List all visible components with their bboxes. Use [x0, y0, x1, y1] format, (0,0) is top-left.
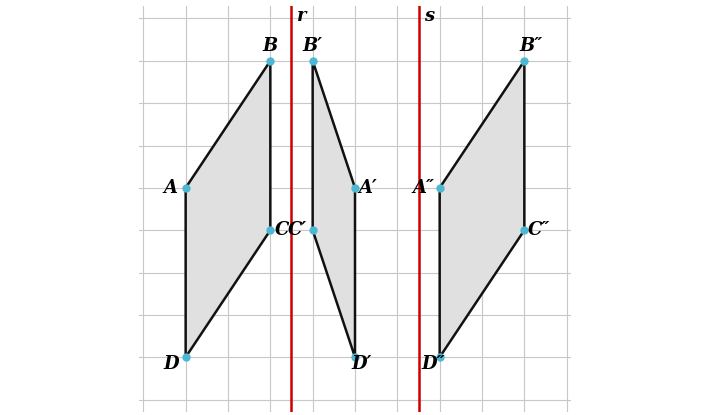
Text: r: r — [297, 7, 306, 25]
Text: D′: D′ — [351, 354, 371, 373]
Text: B″: B″ — [519, 37, 542, 55]
Text: A: A — [164, 179, 178, 197]
Polygon shape — [185, 61, 271, 357]
Text: s: s — [424, 7, 434, 25]
Polygon shape — [312, 61, 355, 357]
Text: A′: A′ — [359, 179, 377, 197]
Text: B: B — [263, 37, 278, 55]
Text: C: C — [275, 221, 290, 239]
Polygon shape — [439, 61, 525, 357]
Text: D: D — [163, 354, 179, 373]
Text: D″: D″ — [422, 354, 445, 373]
Text: C″: C″ — [528, 221, 550, 239]
Text: C′: C′ — [288, 221, 307, 239]
Text: B′: B′ — [302, 37, 322, 55]
Text: A″: A″ — [413, 179, 435, 197]
